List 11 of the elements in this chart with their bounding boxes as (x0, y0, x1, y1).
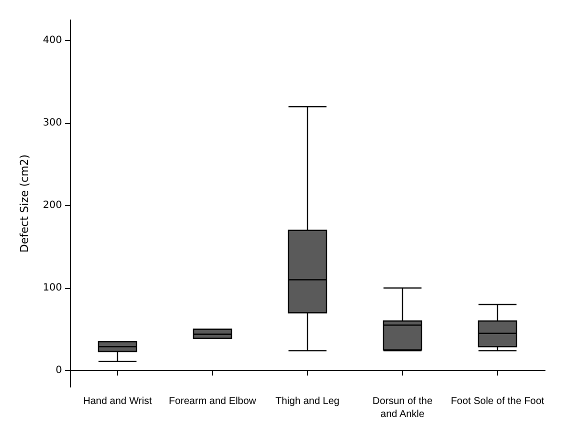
x-tick-label: Forearm and Elbow (168, 396, 257, 407)
x-tick-label: Thigh and Leg (276, 396, 340, 407)
x-tick-label: Hand and Wrist (83, 396, 152, 407)
y-tick-label: 400 (42, 35, 62, 46)
x-tick-label: Dorsun of the and Ankle (372, 396, 433, 420)
y-tick-label: 300 (42, 118, 62, 129)
y-tick-label: 100 (42, 282, 62, 294)
y-tick-label: 200 (42, 200, 62, 212)
y-axis-title: Defect Size (cm2) (18, 154, 31, 253)
y-tick-label: 0 (56, 365, 62, 376)
x-tick-label: Foot Sole of the Foot (450, 396, 544, 407)
